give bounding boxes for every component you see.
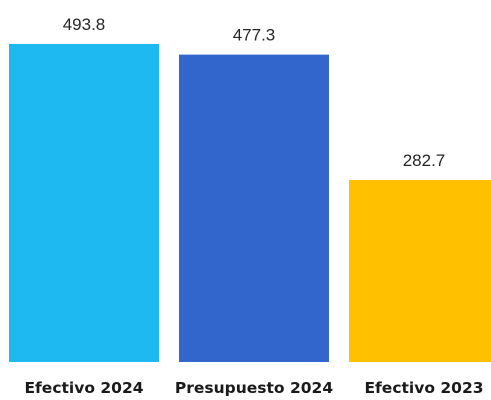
bar-3	[349, 179, 491, 362]
category-label-3: Efectivo 2023	[364, 379, 483, 397]
data-label-2: 477.3	[233, 26, 276, 45]
bars	[9, 44, 491, 362]
data-labels: 493.8 477.3 282.7	[63, 15, 446, 170]
data-label-3: 282.7	[403, 151, 446, 170]
category-label-2: Presupuesto 2024	[175, 379, 333, 397]
category-axis-labels: Efectivo 2024 Presupuesto 2024 Efectivo 20…	[24, 379, 483, 397]
bar-1	[9, 44, 159, 362]
category-label-1: Efectivo 2024	[24, 379, 143, 397]
data-label-1: 493.8	[63, 15, 106, 34]
bar-2	[179, 54, 329, 362]
